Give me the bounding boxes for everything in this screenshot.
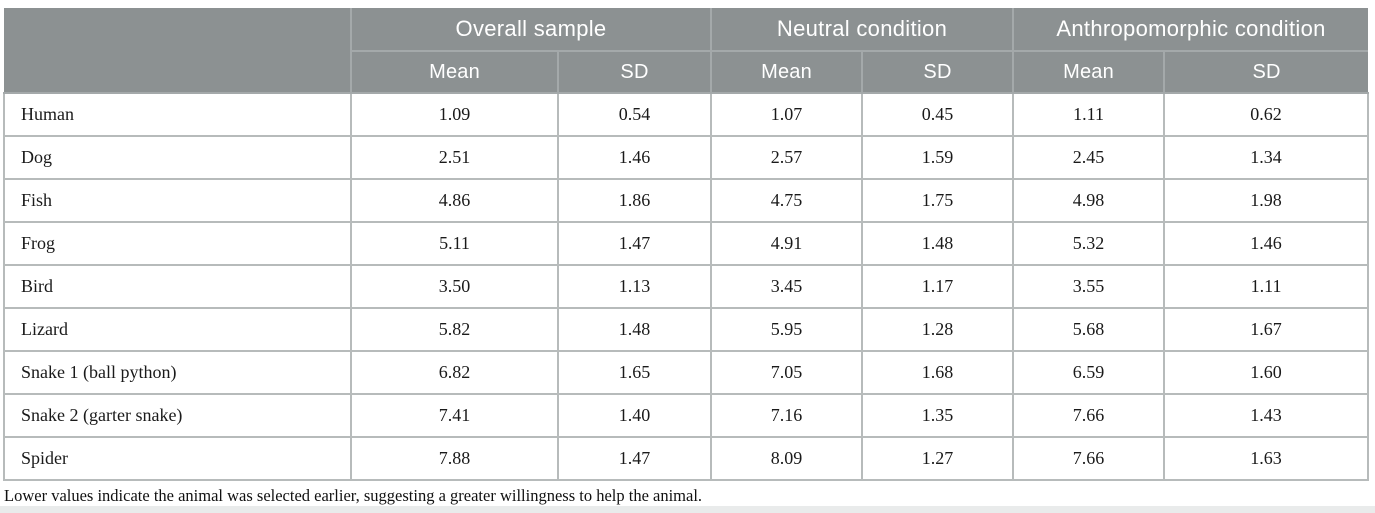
cell-overall-mean: 5.11 [350, 221, 559, 266]
row-label: Snake 2 (garter snake) [3, 393, 352, 438]
header-sub-row: Mean SD Mean SD Mean SD [4, 50, 1369, 94]
empty-corner-cell [4, 8, 352, 94]
cell-neutral-sd: 1.75 [861, 178, 1015, 223]
cell-anthro-sd: 1.98 [1163, 178, 1370, 223]
header-anthropomorphic-condition: Anthropomorphic condition [1012, 8, 1369, 52]
row-label: Spider [3, 436, 352, 481]
cell-overall-sd: 1.47 [556, 436, 713, 481]
cell-anthro-mean: 1.11 [1012, 92, 1166, 137]
cell-anthro-sd: 1.43 [1163, 393, 1370, 438]
cell-neutral-sd: 1.17 [861, 264, 1015, 309]
header-neutral-condition: Neutral condition [710, 8, 1015, 52]
cell-overall-sd: 1.40 [556, 393, 713, 438]
cell-neutral-sd: 1.68 [861, 350, 1015, 395]
page-bottom-divider [0, 506, 1375, 513]
cell-neutral-sd: 1.59 [861, 135, 1015, 180]
cell-overall-mean: 7.41 [350, 393, 559, 438]
cell-overall-sd: 1.86 [556, 178, 713, 223]
cell-overall-sd: 1.46 [556, 135, 713, 180]
cell-overall-mean: 2.51 [350, 135, 559, 180]
cell-anthro-mean: 4.98 [1012, 178, 1166, 223]
cell-overall-sd: 1.13 [556, 264, 713, 309]
table-row-lizard: Lizard 5.82 1.48 5.95 1.28 5.68 1.67 [3, 307, 1370, 352]
cell-anthro-sd: 1.34 [1163, 135, 1370, 180]
row-label: Dog [3, 135, 352, 180]
subheader-anthro-sd: SD [1163, 50, 1369, 94]
cell-anthro-sd: 1.60 [1163, 350, 1370, 395]
table-row-spider: Spider 7.88 1.47 8.09 1.27 7.66 1.63 [3, 436, 1370, 481]
cell-neutral-mean: 4.75 [710, 178, 864, 223]
table-row-bird: Bird 3.50 1.13 3.45 1.17 3.55 1.11 [3, 264, 1370, 309]
table-footnote: Lower values indicate the animal was sel… [4, 486, 703, 505]
row-label: Fish [3, 178, 352, 223]
table-row-snake1: Snake 1 (ball python) 6.82 1.65 7.05 1.6… [3, 350, 1370, 395]
cell-neutral-mean: 4.91 [710, 221, 864, 266]
subheader-overall-sd: SD [556, 50, 713, 94]
cell-neutral-sd: 1.48 [861, 221, 1015, 266]
cell-neutral-mean: 7.05 [710, 350, 864, 395]
cell-overall-sd: 0.54 [556, 92, 713, 137]
cell-anthro-mean: 7.66 [1012, 393, 1166, 438]
subheader-anthro-mean: Mean [1012, 50, 1166, 94]
cell-anthro-sd: 1.11 [1163, 264, 1370, 309]
cell-neutral-sd: 1.28 [861, 307, 1015, 352]
subheader-neutral-sd: SD [861, 50, 1015, 94]
cell-anthro-mean: 2.45 [1012, 135, 1166, 180]
cell-overall-mean: 3.50 [350, 264, 559, 309]
row-label: Frog [3, 221, 352, 266]
cell-neutral-mean: 8.09 [710, 436, 864, 481]
cell-anthro-mean: 5.32 [1012, 221, 1166, 266]
row-label: Snake 1 (ball python) [3, 350, 352, 395]
cell-overall-mean: 1.09 [350, 92, 559, 137]
row-label: Human [3, 92, 352, 137]
table-body: Human 1.09 0.54 1.07 0.45 1.11 0.62 Dog … [3, 92, 1370, 481]
animal-selection-table: Overall sample Neutral condition Anthrop… [3, 8, 1370, 481]
table-row-dog: Dog 2.51 1.46 2.57 1.59 2.45 1.34 [3, 135, 1370, 180]
table-row-frog: Frog 5.11 1.47 4.91 1.48 5.32 1.46 [3, 221, 1370, 266]
cell-neutral-mean: 2.57 [710, 135, 864, 180]
cell-anthro-sd: 1.46 [1163, 221, 1370, 266]
cell-neutral-mean: 1.07 [710, 92, 864, 137]
cell-anthro-mean: 6.59 [1012, 350, 1166, 395]
cell-neutral-sd: 0.45 [861, 92, 1015, 137]
cell-anthro-sd: 0.62 [1163, 92, 1370, 137]
cell-neutral-mean: 7.16 [710, 393, 864, 438]
cell-overall-sd: 1.65 [556, 350, 713, 395]
table-row-fish: Fish 4.86 1.86 4.75 1.75 4.98 1.98 [3, 178, 1370, 223]
cell-anthro-mean: 5.68 [1012, 307, 1166, 352]
cell-anthro-sd: 1.67 [1163, 307, 1370, 352]
table-row-human: Human 1.09 0.54 1.07 0.45 1.11 0.62 [3, 92, 1370, 137]
header-overall-sample: Overall sample [349, 8, 713, 52]
cell-neutral-sd: 1.35 [861, 393, 1015, 438]
row-label: Bird [3, 264, 352, 309]
subheader-overall-mean: Mean [350, 50, 559, 94]
cell-neutral-mean: 3.45 [710, 264, 864, 309]
cell-overall-sd: 1.47 [556, 221, 713, 266]
cell-neutral-sd: 1.27 [861, 436, 1015, 481]
cell-anthro-sd: 1.63 [1163, 436, 1370, 481]
cell-overall-sd: 1.48 [556, 307, 713, 352]
cell-anthro-mean: 3.55 [1012, 264, 1166, 309]
row-label: Lizard [3, 307, 352, 352]
table-header: Overall sample Neutral condition Anthrop… [4, 8, 1369, 94]
cell-overall-mean: 5.82 [350, 307, 559, 352]
cell-overall-mean: 4.86 [350, 178, 559, 223]
header-group-row: Overall sample Neutral condition Anthrop… [4, 8, 1369, 94]
cell-overall-mean: 6.82 [350, 350, 559, 395]
subheader-neutral-mean: Mean [710, 50, 864, 94]
cell-neutral-mean: 5.95 [710, 307, 864, 352]
cell-overall-mean: 7.88 [350, 436, 559, 481]
cell-anthro-mean: 7.66 [1012, 436, 1166, 481]
table-row-snake2: Snake 2 (garter snake) 7.41 1.40 7.16 1.… [3, 393, 1370, 438]
